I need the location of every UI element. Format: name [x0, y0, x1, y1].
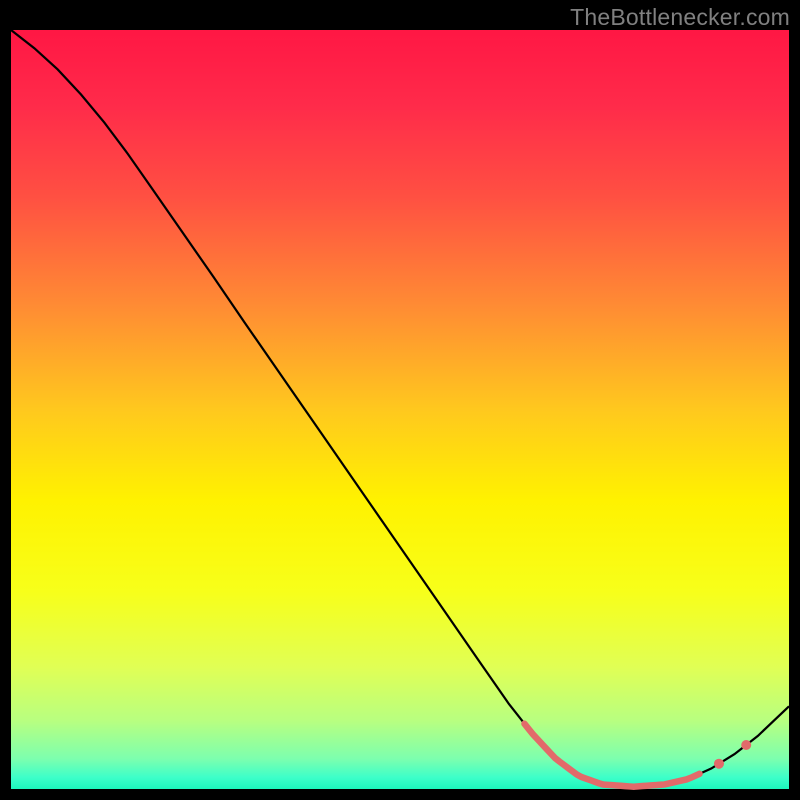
chart-frame: TheBottlenecker.com: [0, 0, 800, 800]
gradient-background: [11, 30, 789, 789]
plot-area: [11, 30, 789, 789]
chart-svg: [11, 30, 789, 789]
marker-dot: [741, 740, 751, 750]
marker-dot: [714, 759, 724, 769]
watermark-text: TheBottlenecker.com: [570, 4, 790, 31]
